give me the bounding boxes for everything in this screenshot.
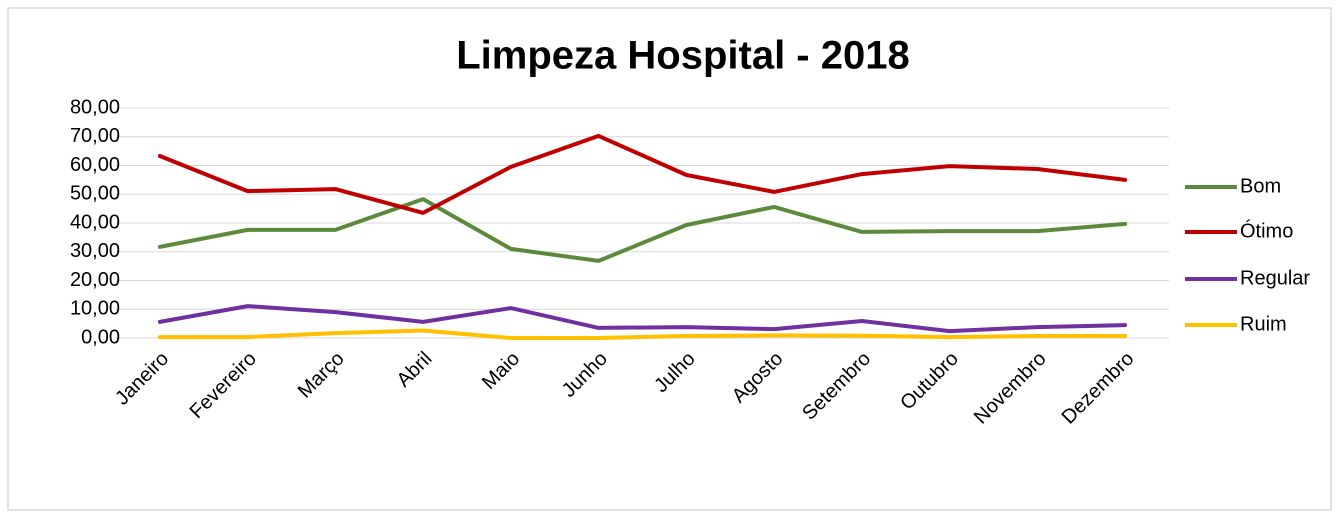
y-tick-label: 70,00 xyxy=(70,125,120,147)
legend-label: Regular xyxy=(1240,267,1310,289)
series-line xyxy=(157,328,1128,340)
chart-title: Limpeza Hospital - 2018 xyxy=(456,34,909,78)
y-tick-label: 50,00 xyxy=(70,183,120,205)
y-tick-label: 0,00 xyxy=(81,326,120,348)
chart-border xyxy=(7,7,1332,511)
series-line xyxy=(157,197,1128,263)
legend-label: Bom xyxy=(1240,175,1281,197)
y-tick-label: 20,00 xyxy=(70,269,120,291)
y-tick-label: 40,00 xyxy=(70,211,120,233)
series-line xyxy=(157,304,1128,334)
series-line xyxy=(157,133,1128,215)
legend-label: Ótimo xyxy=(1240,219,1293,242)
y-tick-label: 80,00 xyxy=(70,96,120,118)
y-tick-label: 60,00 xyxy=(70,154,120,176)
y-tick-label: 30,00 xyxy=(70,240,120,262)
legend-label: Ruim xyxy=(1240,313,1287,335)
y-tick-label: 10,00 xyxy=(70,298,120,320)
